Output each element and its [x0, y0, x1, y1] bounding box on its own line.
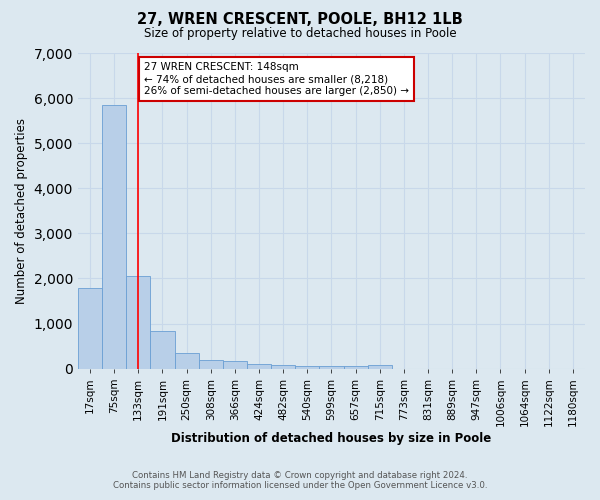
Bar — [199, 360, 223, 368]
Bar — [368, 364, 392, 368]
X-axis label: Distribution of detached houses by size in Poole: Distribution of detached houses by size … — [172, 432, 491, 445]
Bar — [319, 366, 344, 368]
Text: Contains HM Land Registry data © Crown copyright and database right 2024.
Contai: Contains HM Land Registry data © Crown c… — [113, 470, 487, 490]
Bar — [126, 276, 151, 368]
Bar — [151, 331, 175, 368]
Bar — [271, 364, 295, 368]
Bar — [295, 366, 319, 368]
Text: 27, WREN CRESCENT, POOLE, BH12 1LB: 27, WREN CRESCENT, POOLE, BH12 1LB — [137, 12, 463, 28]
Text: Size of property relative to detached houses in Poole: Size of property relative to detached ho… — [143, 28, 457, 40]
Bar — [344, 366, 368, 368]
Bar — [78, 288, 102, 368]
Bar — [223, 362, 247, 368]
Text: 27 WREN CRESCENT: 148sqm
← 74% of detached houses are smaller (8,218)
26% of sem: 27 WREN CRESCENT: 148sqm ← 74% of detach… — [144, 62, 409, 96]
Bar — [247, 364, 271, 368]
Y-axis label: Number of detached properties: Number of detached properties — [15, 118, 28, 304]
Bar — [102, 105, 126, 368]
Bar — [175, 354, 199, 368]
